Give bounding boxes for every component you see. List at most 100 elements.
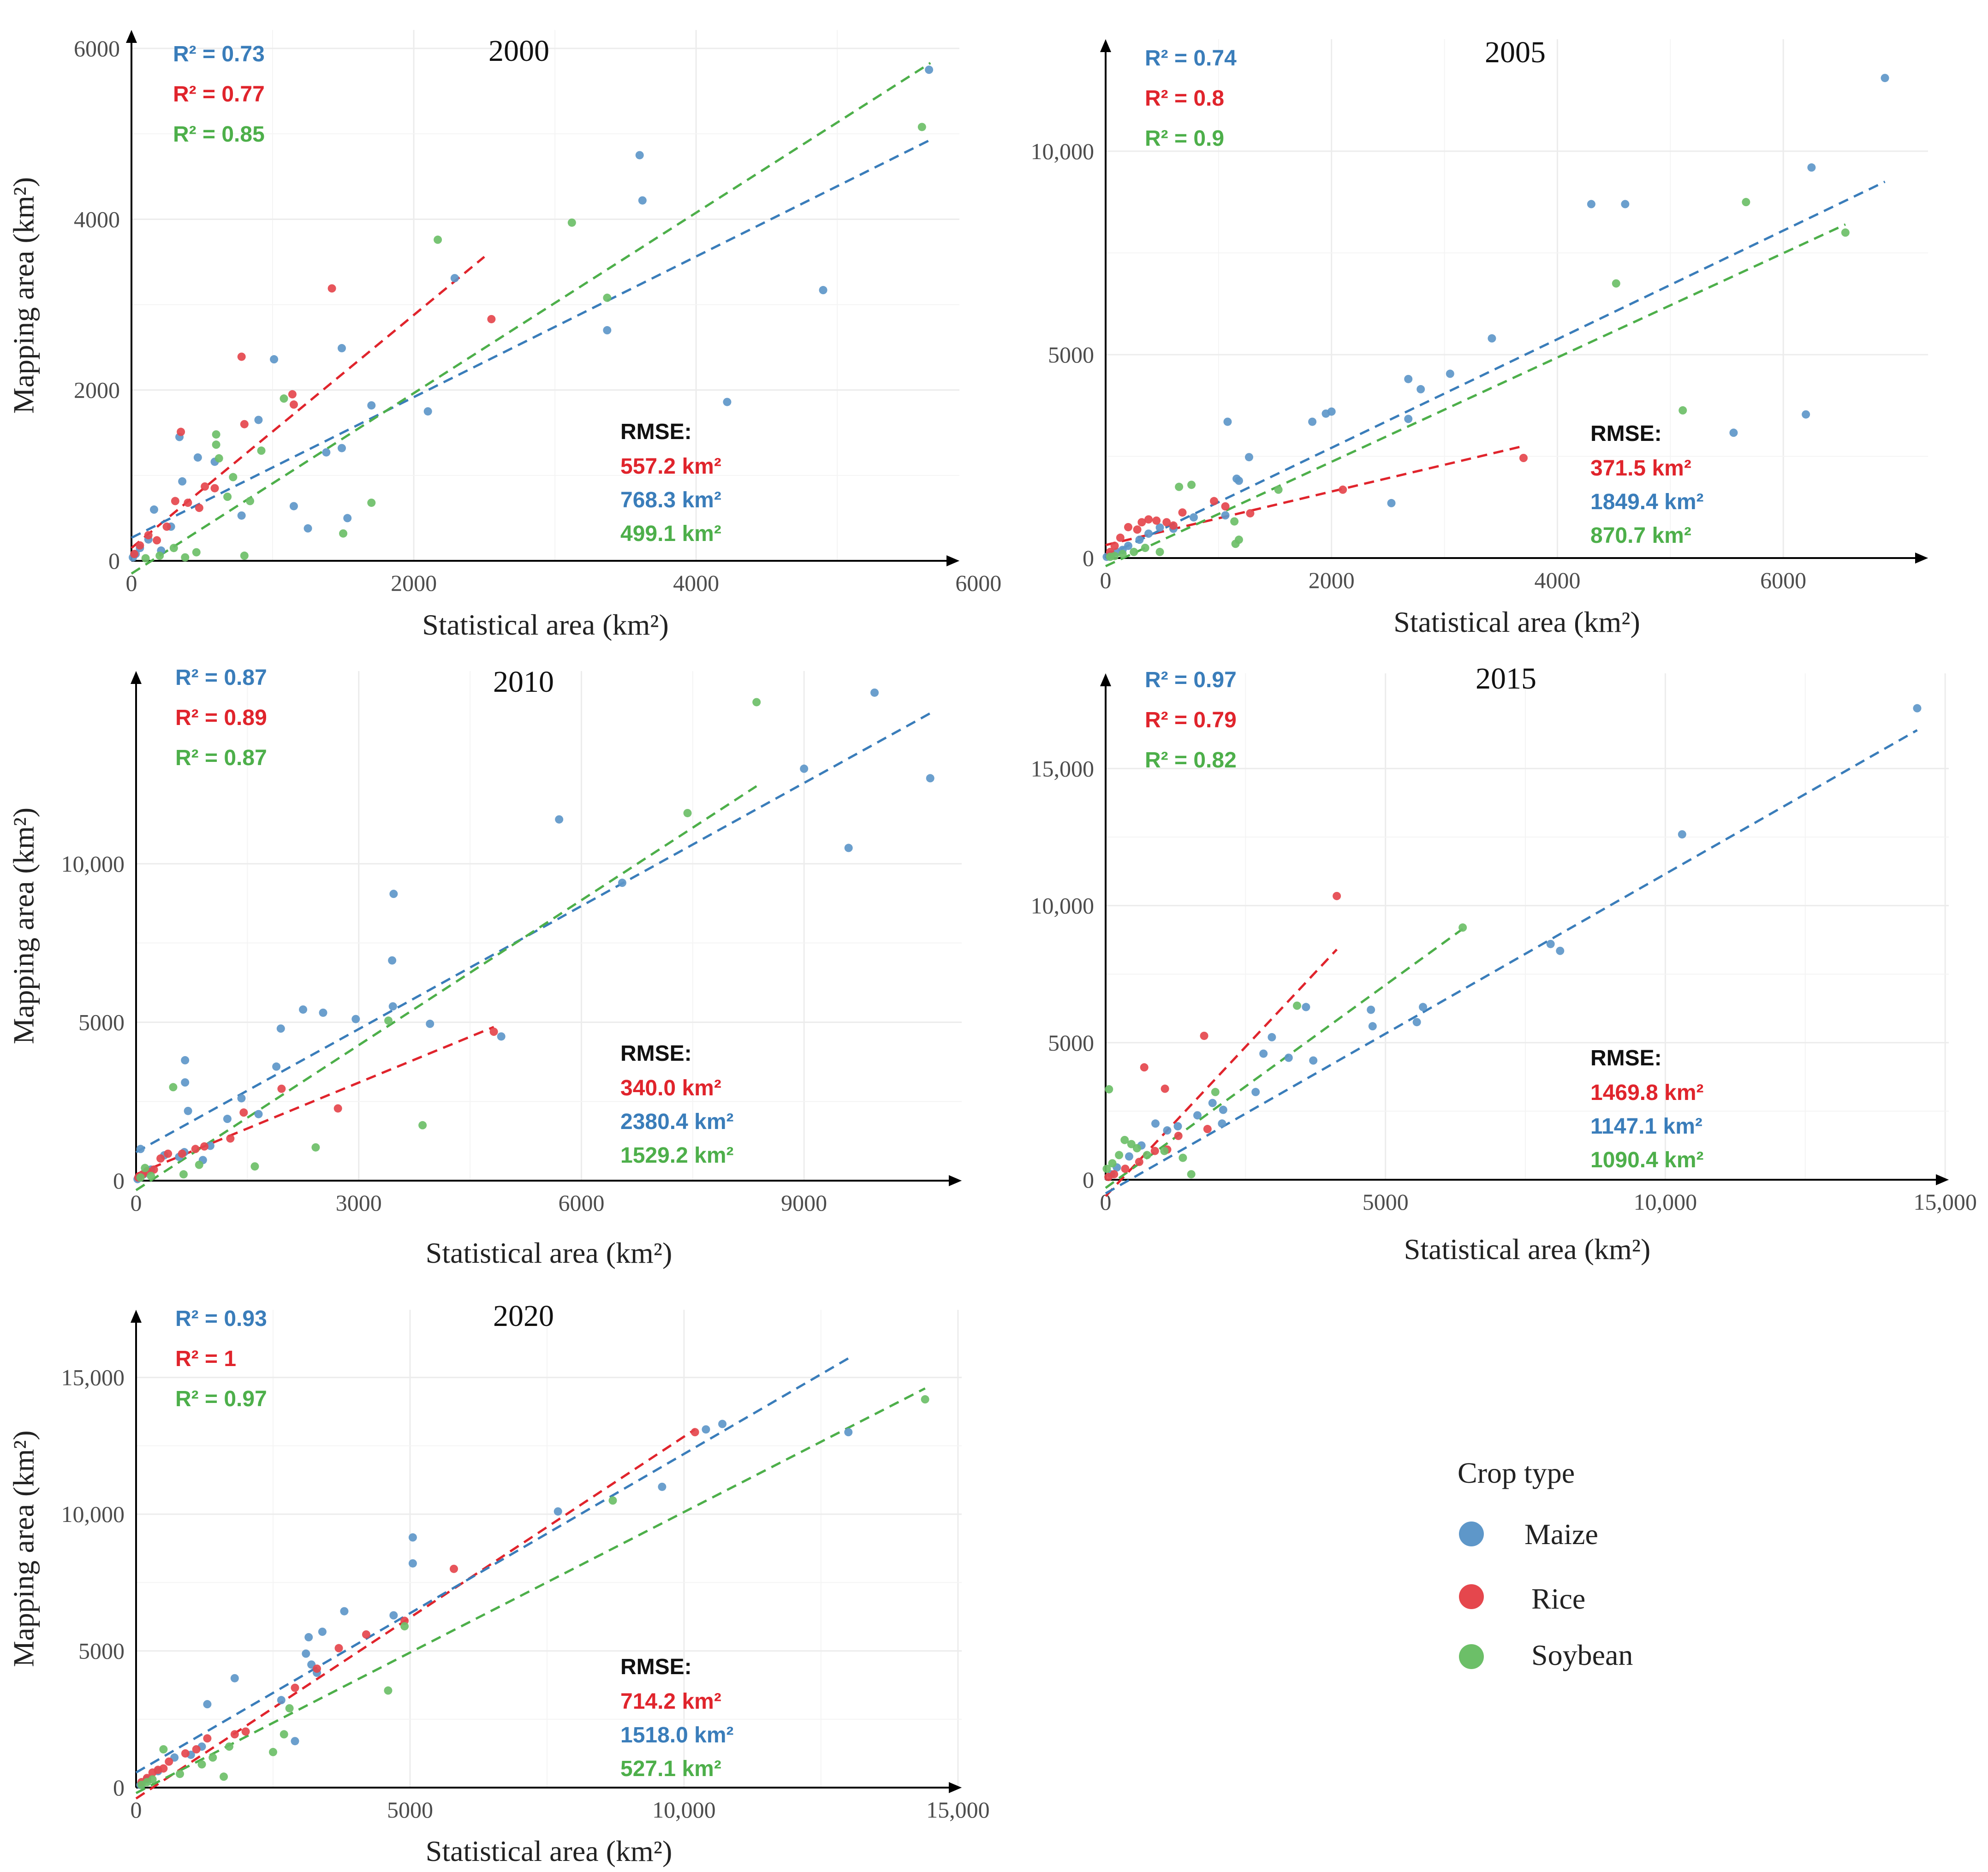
- data-point: [426, 1019, 435, 1028]
- panels: 0 2000 4000 6000 0 2000 4000 6000 Statistical ar…: [7, 30, 1977, 1867]
- data-point: [1102, 1165, 1111, 1173]
- x-tick-label: 2000: [391, 570, 437, 596]
- data-point: [176, 1770, 185, 1778]
- data-point: [322, 448, 331, 457]
- data-point: [1519, 454, 1528, 462]
- data-point: [638, 196, 647, 205]
- data-point: [289, 502, 298, 511]
- r2-label-soybean: R² = 0.87: [175, 746, 267, 770]
- data-point: [388, 1002, 397, 1011]
- data-point: [169, 1083, 178, 1092]
- data-point: [149, 1165, 158, 1174]
- rmse-value-maize: 2380.4 km²: [620, 1110, 734, 1134]
- data-point: [367, 401, 376, 410]
- data-point: [1141, 543, 1149, 552]
- data-point: [156, 1154, 165, 1163]
- x-axis-title: Statistical area (km²): [426, 1236, 673, 1269]
- series-rice: [137, 1428, 699, 1787]
- data-point: [270, 355, 279, 364]
- data-point: [1333, 891, 1341, 900]
- rmse-value-soybean: 499.1 km²: [620, 522, 721, 546]
- data-point: [1160, 1147, 1169, 1155]
- rmse-value-rice: 714.2 km²: [620, 1689, 721, 1714]
- data-point: [1368, 1022, 1377, 1031]
- r2-label-maize: R² = 0.93: [175, 1307, 267, 1331]
- x-tick-label: 0: [131, 1797, 142, 1823]
- r2-label-maize: R² = 0.87: [175, 666, 267, 690]
- data-point: [1155, 547, 1164, 556]
- data-point: [1120, 1135, 1129, 1144]
- series-rice: [130, 284, 496, 559]
- data-point: [658, 1482, 667, 1491]
- data-point: [1309, 1056, 1318, 1065]
- fit-line-soybean: [1105, 928, 1464, 1189]
- data-point: [1187, 1170, 1196, 1179]
- data-point: [1339, 485, 1347, 494]
- y-tick-label: 15,000: [1031, 755, 1095, 781]
- data-point: [450, 274, 459, 283]
- data-point: [1203, 1125, 1212, 1134]
- data-point: [162, 522, 171, 531]
- y-axis-arrow: [1100, 673, 1111, 686]
- data-point: [1284, 1053, 1293, 1062]
- data-point: [178, 1149, 186, 1158]
- x-tick-label: 15,000: [926, 1797, 990, 1823]
- data-point: [212, 430, 220, 439]
- x-tick-label: 10,000: [652, 1797, 716, 1823]
- x-axis-title: Statistical area (km²): [1404, 1233, 1651, 1266]
- data-point: [1127, 1140, 1136, 1148]
- data-point: [240, 420, 249, 428]
- data-point: [603, 293, 612, 302]
- y-axis-arrow: [131, 1310, 142, 1323]
- y-axis-title: Mapping area (km²): [7, 808, 40, 1044]
- data-point: [1152, 516, 1161, 525]
- data-point: [449, 1564, 458, 1573]
- data-point: [229, 473, 238, 481]
- x-axis-title: Statistical area (km²): [426, 1835, 673, 1867]
- data-point: [1251, 1088, 1260, 1096]
- data-point: [418, 1121, 427, 1129]
- data-point: [280, 394, 288, 403]
- data-point: [1268, 1033, 1276, 1041]
- data-point: [1115, 1151, 1124, 1159]
- data-point: [1137, 518, 1146, 527]
- data-point: [136, 541, 144, 550]
- y-axis-title: Mapping area (km²): [7, 1430, 40, 1667]
- data-point: [1189, 513, 1198, 522]
- y-axis-arrow: [1100, 39, 1111, 52]
- rmse-value-soybean: 1529.2 km²: [620, 1143, 734, 1168]
- x-axis-arrow: [1915, 553, 1928, 564]
- data-point: [1211, 1088, 1220, 1096]
- data-point: [800, 764, 809, 773]
- rmse-label: RMSE:: [620, 420, 692, 444]
- series-rice: [1106, 454, 1528, 556]
- data-point: [334, 1644, 343, 1652]
- data-point: [1124, 523, 1132, 531]
- data-point: [1292, 1001, 1301, 1010]
- data-point: [1135, 1158, 1143, 1166]
- data-point: [313, 1664, 321, 1673]
- r2-label-maize: R² = 0.74: [1145, 46, 1237, 71]
- series-maize: [1107, 704, 1922, 1179]
- data-point: [1218, 1119, 1226, 1128]
- panel-2010: 0 3000 6000 9000 0 5000 10,000 Statistical area…: [7, 665, 962, 1269]
- rmse-value-maize: 1147.1 km²: [1590, 1114, 1702, 1139]
- data-point: [226, 1134, 235, 1143]
- x-tick-label: 4000: [1534, 567, 1580, 593]
- data-point: [618, 879, 626, 887]
- x-tick-label: 15,000: [1913, 1189, 1977, 1215]
- legend-title: Crop type: [1458, 1456, 1575, 1489]
- data-point: [130, 550, 139, 559]
- data-point: [351, 1015, 360, 1023]
- data-point: [164, 1149, 173, 1158]
- data-point: [1223, 417, 1232, 426]
- panel-2015: 0 5000 10,000 15,0000500010,00015,000Statis…: [1031, 662, 1977, 1266]
- data-point: [237, 511, 246, 520]
- data-point: [1174, 1131, 1183, 1140]
- fit-line-soybean: [1105, 223, 1846, 567]
- data-point: [408, 1533, 417, 1542]
- data-point: [225, 1742, 233, 1751]
- x-tick-label: 0: [131, 1190, 142, 1216]
- data-point: [1841, 228, 1850, 237]
